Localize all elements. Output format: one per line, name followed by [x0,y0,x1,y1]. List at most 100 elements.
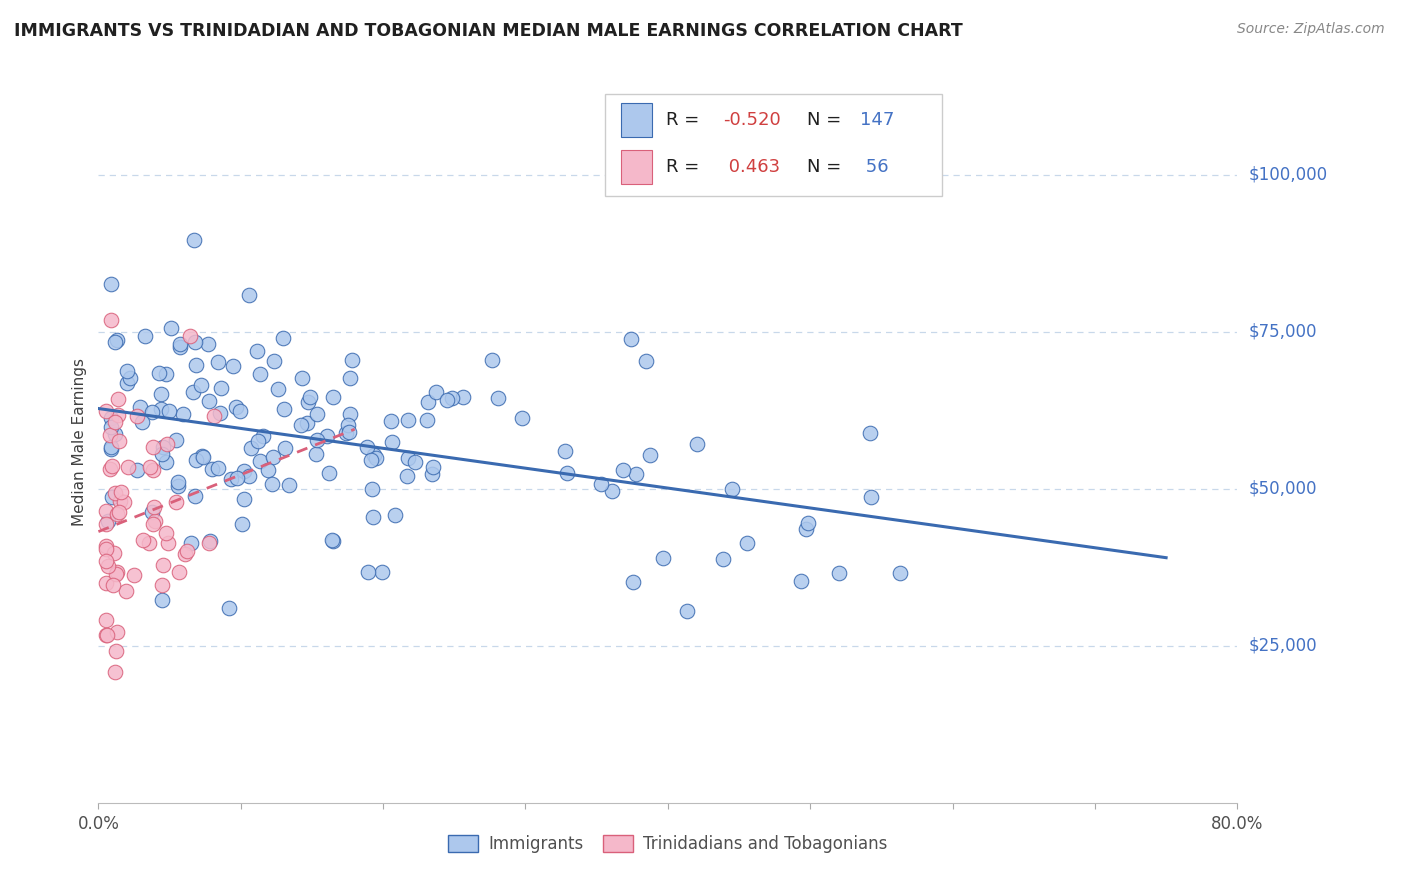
Point [620,332,643,346]
Point [183,233,205,247]
Point [246,434,269,449]
Point [652,551,675,566]
Point [184,489,207,503]
Point [101,458,124,473]
Point [139,459,162,474]
Point [356,440,378,454]
Point [624,467,647,481]
Point [322,390,344,404]
Point [859,426,882,441]
Point [510,411,533,425]
Text: $25,000: $25,000 [1249,637,1317,655]
Point [711,552,734,566]
Point [420,467,443,482]
Point [676,604,699,618]
Point [260,477,283,491]
Point [143,500,166,514]
Point [108,505,131,519]
Point [249,367,271,381]
Text: IMMIGRANTS VS TRINIDADIAN AND TOBAGONIAN MEDIAN MALE EARNINGS CORRELATION CHART: IMMIGRANTS VS TRINIDADIAN AND TOBAGONIAN… [14,22,963,40]
Point [174,547,197,561]
Point [396,468,419,483]
Point [155,455,177,469]
Point [226,471,249,485]
Point [228,404,250,418]
Point [142,516,165,531]
Point [197,394,219,409]
Point [184,358,207,372]
Point [110,485,132,500]
Point [638,448,661,462]
Point [554,443,576,458]
Point [176,544,198,558]
Point [233,491,256,506]
Point [100,277,122,291]
Point [396,451,419,466]
Point [104,426,127,441]
Point [112,495,135,509]
Point [150,447,173,461]
Point [425,385,447,400]
Point [152,440,174,454]
Point [108,434,131,448]
Point [96,628,118,642]
Point [100,410,122,425]
Point [238,469,260,483]
Point [436,393,458,408]
Point [481,353,503,368]
Point [198,534,221,549]
Point [219,472,242,486]
Point [263,354,285,368]
Point [184,334,207,349]
Point [555,466,578,480]
Point [339,371,361,385]
Point [94,575,117,590]
Point [202,409,225,423]
Point [94,516,117,531]
Point [131,415,153,429]
Point [271,331,294,345]
Text: 147: 147 [860,112,894,129]
Point [889,566,911,580]
Point [600,483,623,498]
Point [422,460,444,475]
Point [416,395,439,409]
Point [361,509,384,524]
Point [621,575,644,590]
Point [190,378,212,392]
Point [209,406,232,420]
Point [274,442,297,456]
Point [148,366,170,380]
Point [612,462,634,476]
Point [105,644,128,658]
Point [797,516,820,530]
Point [104,665,127,679]
Point [405,455,427,469]
Point [290,417,312,432]
Point [150,592,173,607]
Point [686,437,709,451]
Point [122,568,145,582]
Point [169,340,191,354]
Point [207,355,229,369]
Point [98,427,121,442]
Text: R =: R = [666,158,706,176]
Point [149,387,172,401]
Point [357,565,380,579]
Text: R =: R = [666,112,706,129]
Point [249,454,271,468]
Point [104,415,127,429]
Point [231,516,253,531]
Point [169,565,191,579]
Point [380,414,402,428]
Point [363,448,385,462]
Point [370,565,392,579]
Point [108,494,131,508]
Point [295,417,318,431]
Point [94,541,117,556]
Point [297,395,319,409]
Point [160,321,183,335]
Point [180,536,202,550]
Point [277,477,299,491]
Point [167,475,190,489]
